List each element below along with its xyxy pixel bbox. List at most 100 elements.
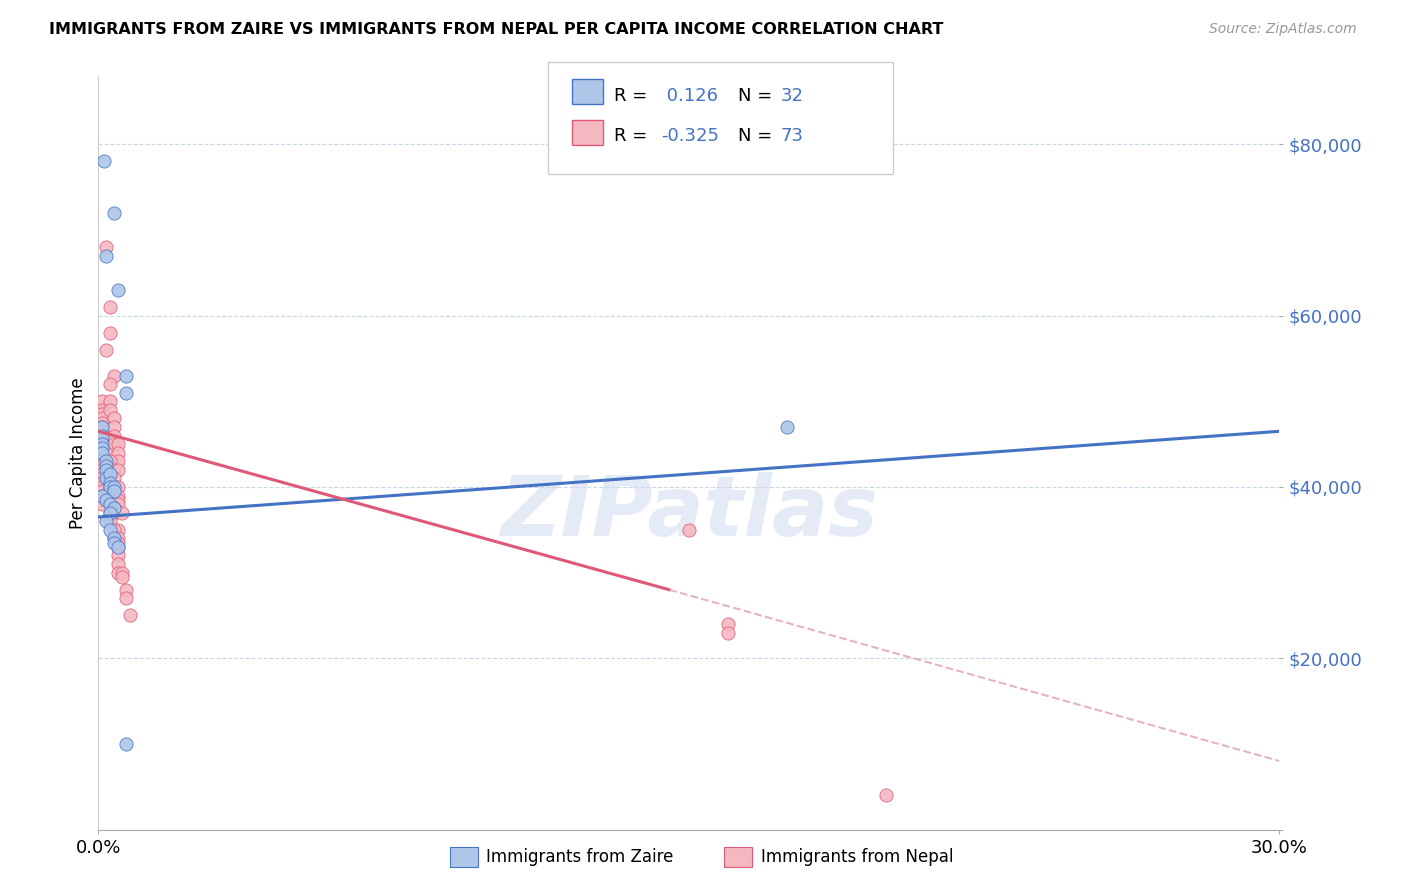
Point <box>107 497 129 511</box>
Point <box>98 514 121 528</box>
Point <box>107 535 129 549</box>
Point <box>91 450 114 464</box>
Point <box>91 411 114 425</box>
Point <box>91 420 114 434</box>
Point <box>91 489 114 503</box>
Point <box>96 458 118 473</box>
Point <box>107 557 129 571</box>
Point <box>115 591 138 606</box>
Point <box>103 480 125 494</box>
Y-axis label: Per Capita Income: Per Capita Income <box>69 377 87 528</box>
Point <box>91 497 114 511</box>
Point <box>103 368 125 383</box>
Point <box>103 471 125 485</box>
Point <box>96 249 118 263</box>
Point <box>91 424 114 438</box>
Text: R =: R = <box>614 87 654 104</box>
Point <box>107 540 129 554</box>
Point <box>91 475 114 490</box>
Point <box>107 492 129 507</box>
Point <box>103 532 125 546</box>
Point <box>103 501 125 516</box>
Point <box>98 463 121 477</box>
Point <box>107 480 129 494</box>
Point <box>98 300 121 314</box>
Point <box>96 463 118 477</box>
Point <box>118 608 141 623</box>
Point <box>103 437 125 451</box>
Point <box>98 506 121 520</box>
Point <box>107 523 129 537</box>
Text: 0.126: 0.126 <box>661 87 718 104</box>
Point <box>98 377 121 392</box>
Point <box>91 394 114 409</box>
Text: ZIPatlas: ZIPatlas <box>501 473 877 554</box>
Point <box>96 514 118 528</box>
Point <box>115 582 138 597</box>
Point <box>96 445 118 460</box>
Point <box>91 416 114 430</box>
Point <box>103 535 125 549</box>
Point <box>111 506 134 520</box>
Point <box>91 484 114 499</box>
Point <box>98 467 121 482</box>
Point <box>678 523 700 537</box>
Point <box>103 501 125 516</box>
Point <box>91 445 114 460</box>
Point <box>111 566 134 580</box>
Point <box>107 454 129 468</box>
Point <box>107 540 129 554</box>
Point <box>98 326 121 340</box>
Point <box>91 489 114 503</box>
Point <box>107 549 129 563</box>
Point <box>103 420 125 434</box>
Point <box>115 737 138 751</box>
Text: 32: 32 <box>780 87 803 104</box>
Point <box>91 480 114 494</box>
Point <box>91 458 114 473</box>
Point <box>98 497 121 511</box>
Point <box>717 617 740 632</box>
Point <box>115 385 138 400</box>
Point <box>98 480 121 494</box>
Point <box>107 566 129 580</box>
Point <box>98 523 121 537</box>
Point <box>107 437 129 451</box>
Text: N =: N = <box>738 127 778 145</box>
Point <box>91 463 114 477</box>
Point <box>717 625 740 640</box>
Point <box>98 475 121 490</box>
Point <box>103 411 125 425</box>
Point <box>98 506 121 520</box>
Point <box>93 154 115 169</box>
Point <box>91 402 114 417</box>
Text: IMMIGRANTS FROM ZAIRE VS IMMIGRANTS FROM NEPAL PER CAPITA INCOME CORRELATION CHA: IMMIGRANTS FROM ZAIRE VS IMMIGRANTS FROM… <box>49 22 943 37</box>
Text: Source: ZipAtlas.com: Source: ZipAtlas.com <box>1209 22 1357 37</box>
Text: Immigrants from Nepal: Immigrants from Nepal <box>761 848 953 866</box>
Point <box>111 570 134 584</box>
Point <box>96 343 118 357</box>
Point <box>91 428 114 442</box>
Point <box>107 489 129 503</box>
Point <box>107 283 129 297</box>
Point <box>91 492 114 507</box>
Point <box>91 442 114 456</box>
Text: -0.325: -0.325 <box>661 127 718 145</box>
Point <box>91 428 114 442</box>
Point <box>96 492 118 507</box>
Point <box>103 523 125 537</box>
Point <box>98 402 121 417</box>
Point <box>96 471 118 485</box>
Point <box>91 467 114 482</box>
Point <box>103 484 125 499</box>
Point <box>91 437 114 451</box>
Point <box>103 463 125 477</box>
Point <box>91 437 114 451</box>
Point <box>107 445 129 460</box>
Point <box>91 433 114 447</box>
Text: Immigrants from Zaire: Immigrants from Zaire <box>486 848 673 866</box>
Point <box>98 454 121 468</box>
Point <box>115 368 138 383</box>
Text: R =: R = <box>614 127 654 145</box>
Point <box>91 407 114 421</box>
